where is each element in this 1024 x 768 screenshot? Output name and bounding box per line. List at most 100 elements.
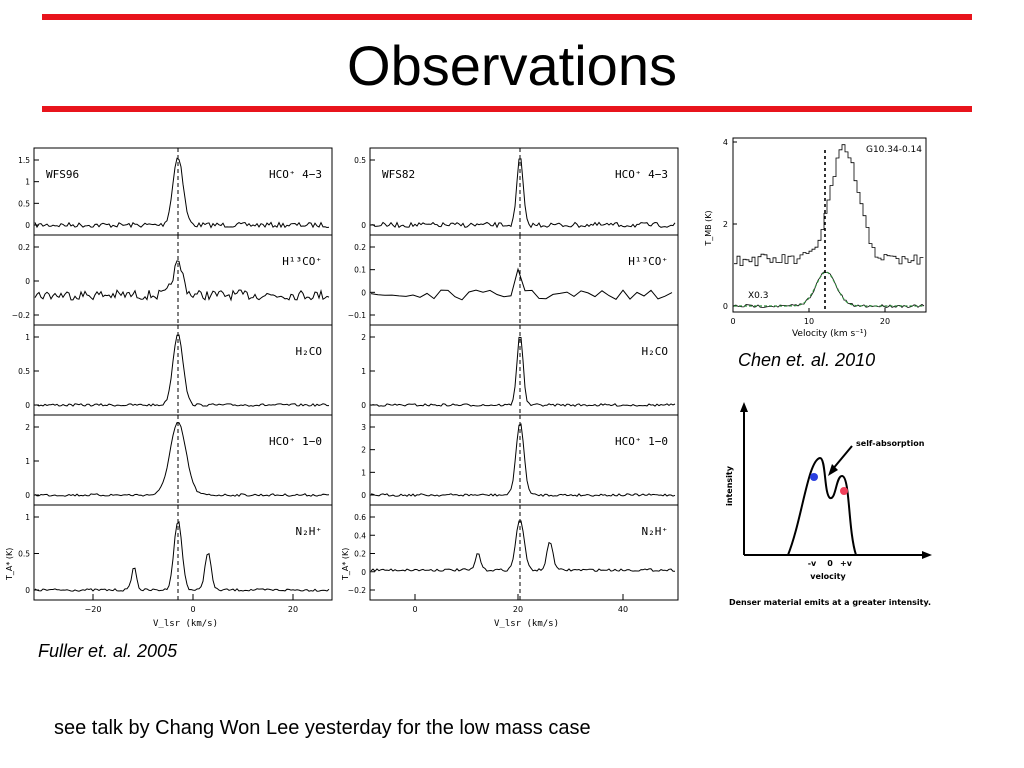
y-tick-label: 0: [25, 586, 30, 595]
velocity-mark: -v: [808, 559, 817, 568]
y-tick-label: 0: [361, 491, 366, 500]
y-tick-label: 1: [361, 468, 366, 477]
line-profile-curve: [787, 456, 857, 556]
y-tick-label: 0: [361, 221, 366, 230]
y-tick-label: 2: [723, 220, 728, 229]
x-tick-label: 40: [618, 605, 628, 614]
velocity-mark: 0: [827, 559, 833, 568]
panel-frame: [369, 504, 679, 601]
y-axis-label: T_A* (K): [341, 548, 350, 581]
spectrum-panel-1: 0.5 0 HCO⁺ 4−3 WFS82: [354, 147, 679, 236]
spectrum-panel-1: 1.5 1 0.5 0 HCO⁺ 4−3 WFS96: [18, 147, 333, 236]
y-tick-label: 0: [25, 277, 30, 286]
y-tick-label: 0.5: [354, 156, 366, 165]
panel-frame: [33, 147, 333, 236]
x-axis-arrowhead: [922, 551, 932, 559]
schematic-caption: Denser material emits at a greater inten…: [729, 598, 931, 607]
x-tick-label: 0: [190, 605, 195, 614]
panel-frame: [369, 234, 679, 326]
spectrum-trace: [370, 267, 673, 301]
y-tick-label: 0: [361, 401, 366, 410]
spectrum-panel-2: 0.2 0 −0.2 H¹³CO⁺: [12, 234, 333, 326]
y-tick-label: 2: [361, 446, 366, 455]
y-tick-label: 1.5: [18, 156, 30, 165]
y-tick-label: 0.2: [354, 550, 366, 559]
spectrum-trace: [34, 520, 330, 592]
chen-citation: Chen et. al. 2010: [738, 350, 876, 370]
annotation-arrow: [831, 445, 853, 471]
molecular-line-label: HCO⁺ 4−3: [269, 168, 322, 181]
spectrum-trace: [370, 158, 676, 229]
y-tick-label: 0.2: [354, 243, 366, 252]
y-tick-label: 2: [361, 333, 366, 342]
gaussian-fit: [734, 271, 924, 307]
spectrum-trace: [370, 520, 675, 572]
molecular-line-label: HCO⁺ 1−0: [269, 435, 322, 448]
spectrum-trace: [34, 157, 330, 229]
spectrum-trace: [34, 422, 330, 497]
plot-frame: [732, 137, 927, 313]
x-axis-label: V_lsr (km/s): [494, 619, 559, 629]
spectrum-panel-3: 1 0.5 0 H₂CO: [18, 324, 333, 416]
x-axis-label: Velocity (km s⁻¹): [792, 329, 867, 339]
molecular-line-label: N₂H⁺: [296, 525, 323, 538]
spectrum-panel-5: 0.6 0.4 0.2 0 −0.2 N₂H⁺: [348, 504, 679, 601]
spectrum-panel-5: 1 0.5 0 N₂H⁺: [18, 504, 333, 601]
spectrum-panel-3: 2 1 0 H₂CO: [361, 324, 679, 416]
y-tick-label: 0: [723, 302, 728, 311]
y-tick-label: −0.2: [348, 586, 366, 595]
molecular-line-label: H₂CO: [642, 345, 669, 358]
y-tick-label: 0.1: [354, 266, 366, 275]
y-axis-label: T_MB (K): [704, 210, 713, 246]
y-tick-label: 0: [361, 288, 366, 297]
y-tick-label: 1: [25, 178, 30, 187]
source-label: WFS82: [382, 168, 415, 181]
slide-title: Observations: [347, 34, 677, 97]
spectrum-trace: [34, 334, 329, 407]
intensity-label: intensity: [725, 465, 734, 506]
bottom-red-rule: [42, 106, 972, 112]
y-tick-label: −0.1: [348, 311, 366, 320]
x-tick-label: 20: [880, 317, 890, 326]
fuller-spectra-wfs96: 1.5 1 0.5 0 HCO⁺ 4−3 WFS96 0.2 0 −0.2 H¹³CO⁺ 1 0.5 0…: [5, 147, 333, 629]
y-tick-label: 0.5: [18, 199, 30, 208]
spectrum-panel-4: 2 1 0 HCO⁺ 1−0: [25, 414, 333, 506]
molecular-line-label: HCO⁺ 1−0: [615, 435, 668, 448]
y-tick-label: 4: [723, 138, 728, 147]
spectrum-trace: [734, 144, 924, 267]
panel-frame: [33, 414, 333, 506]
y-tick-label: 3: [361, 423, 366, 432]
fuller-citation: Fuller et. al. 2005: [38, 641, 178, 661]
panel-frame: [33, 324, 333, 416]
y-tick-label: 0: [361, 568, 366, 577]
red-peak-dot: [840, 487, 848, 495]
y-tick-label: 0: [25, 221, 30, 230]
y-tick-label: −0.2: [12, 311, 30, 320]
spectrum-panel-4: 3 2 1 0 HCO⁺ 1−0: [361, 414, 679, 506]
y-tick-label: 0: [25, 491, 30, 500]
y-axis-label: T_A* (K): [5, 548, 14, 581]
x-tick-label: 0: [730, 317, 735, 326]
y-tick-label: 1: [25, 513, 30, 522]
panel-frame: [33, 234, 333, 326]
molecular-line-label: H¹³CO⁺: [628, 255, 668, 268]
y-tick-label: 1: [361, 367, 366, 376]
y-tick-label: 0: [25, 401, 30, 410]
x-tick-label: 10: [804, 317, 814, 326]
x-tick-label: 20: [288, 605, 298, 614]
scaled-spectrum-trace: [733, 271, 925, 308]
x-tick-label: 20: [513, 605, 523, 614]
fuller-spectra-wfs82: 0.5 0 HCO⁺ 4−3 WFS82 0.2 0.1 0 −0.1 H¹³CO⁺ 2 1 0 H₂C…: [341, 147, 679, 629]
panel-frame: [369, 414, 679, 506]
molecular-line-label: H₂CO: [296, 345, 323, 358]
velocity-label: velocity: [810, 572, 846, 581]
y-axis-arrowhead: [740, 402, 748, 412]
y-tick-label: 1: [25, 333, 30, 342]
source-label: WFS96: [46, 168, 79, 181]
x-tick-label: 0: [412, 605, 417, 614]
top-red-rule: [42, 14, 972, 20]
y-tick-label: 0.6: [354, 513, 366, 522]
panel-frame: [33, 504, 333, 601]
molecular-line-label: H¹³CO⁺: [282, 255, 322, 268]
